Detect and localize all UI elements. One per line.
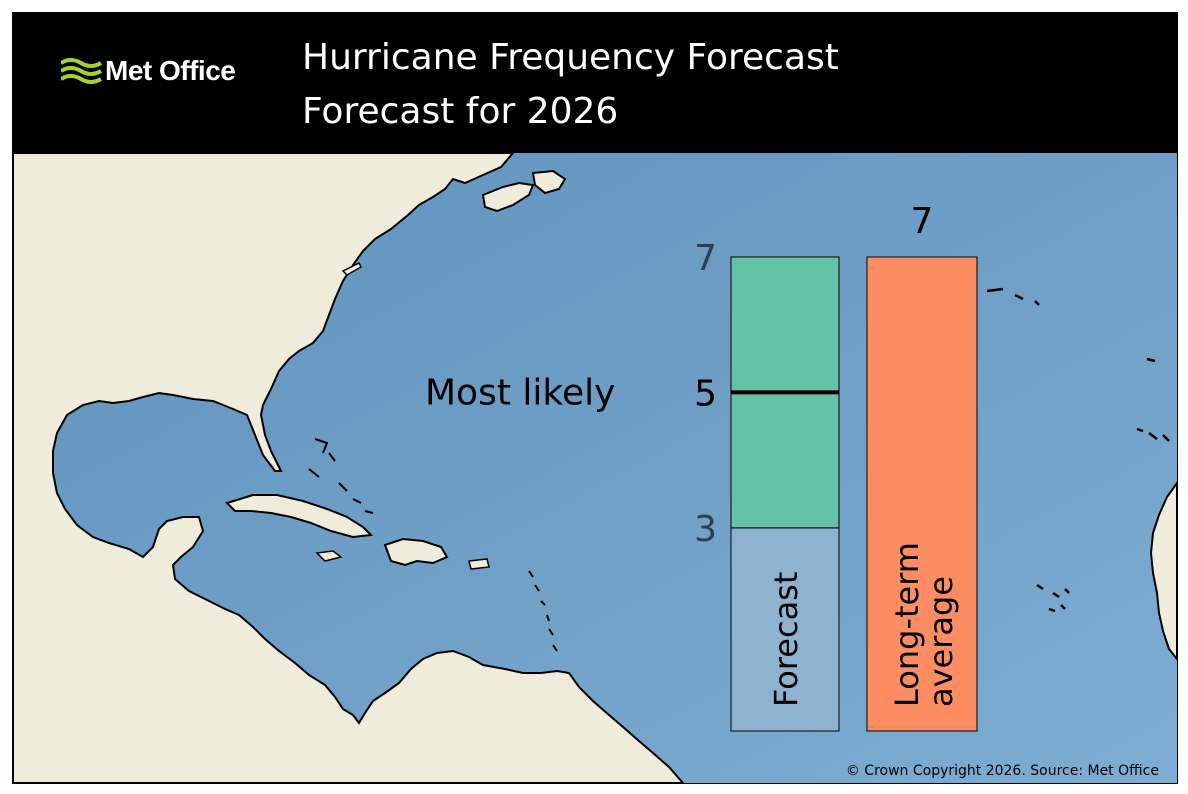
bahamas-islands [308, 438, 374, 514]
chart-title: Hurricane Frequency Forecast [302, 37, 839, 78]
madeira-islands [1136, 357, 1170, 442]
azores-islands [986, 287, 1040, 306]
copyright-text: © Crown Copyright 2026. Source: Met Offi… [845, 763, 1159, 779]
forecast-bar-label: Forecast [767, 572, 805, 707]
forecast-tick-label: 5 [694, 373, 717, 414]
header-bar: Met Office Hurricane Frequency Forecast … [13, 13, 1177, 153]
newfoundland-land [531, 169, 567, 195]
nova-scotia-land [481, 181, 535, 213]
chart-subtitle: Forecast for 2026 [302, 91, 619, 132]
forecast-tick-label: 3 [694, 509, 717, 550]
most-likely-label: Most likely [425, 372, 615, 413]
hispaniola-land [383, 537, 449, 567]
logo-text: Met Office [105, 55, 236, 86]
long-term-average-label-line2: average [922, 576, 960, 707]
long-term-average-label-line1: Long-term [888, 542, 926, 707]
cuba-land [225, 494, 374, 539]
north-america-land [13, 153, 685, 783]
africa-land [1149, 481, 1177, 661]
forecast-tick-label: 7 [694, 238, 717, 279]
puerto-rico-land [468, 558, 490, 570]
lesser-antilles [528, 570, 558, 652]
chart-frame: Met Office Hurricane Frequency Forecast … [12, 12, 1178, 784]
long-term-average-bar [866, 256, 978, 732]
met-office-logo-icon [61, 58, 103, 84]
long-term-average-value-label: 7 [911, 201, 934, 242]
forecast-bar-lower [730, 527, 840, 732]
jamaica-land [315, 550, 343, 562]
long-island [341, 261, 362, 276]
cape-verde-islands [1036, 583, 1070, 613]
atlantic-map [13, 153, 1177, 783]
